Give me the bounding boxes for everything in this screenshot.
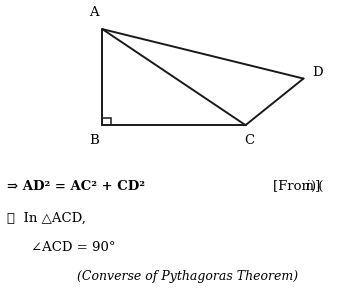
Text: ⇒ AD² = AC² + CD²: ⇒ AD² = AC² + CD²: [7, 180, 145, 193]
Text: i: i: [305, 180, 309, 193]
Text: )]: )]: [310, 180, 320, 193]
Text: C: C: [244, 134, 254, 147]
Text: ∠ACD = 90°: ∠ACD = 90°: [31, 241, 115, 254]
Text: B: B: [89, 134, 99, 147]
Text: D: D: [312, 66, 323, 79]
Text: ∴  In △ACD,: ∴ In △ACD,: [7, 212, 86, 225]
Text: A: A: [89, 6, 99, 19]
Text: [From (: [From (: [273, 180, 323, 193]
Text: (Converse of Pythagoras Theorem): (Converse of Pythagoras Theorem): [77, 270, 298, 283]
